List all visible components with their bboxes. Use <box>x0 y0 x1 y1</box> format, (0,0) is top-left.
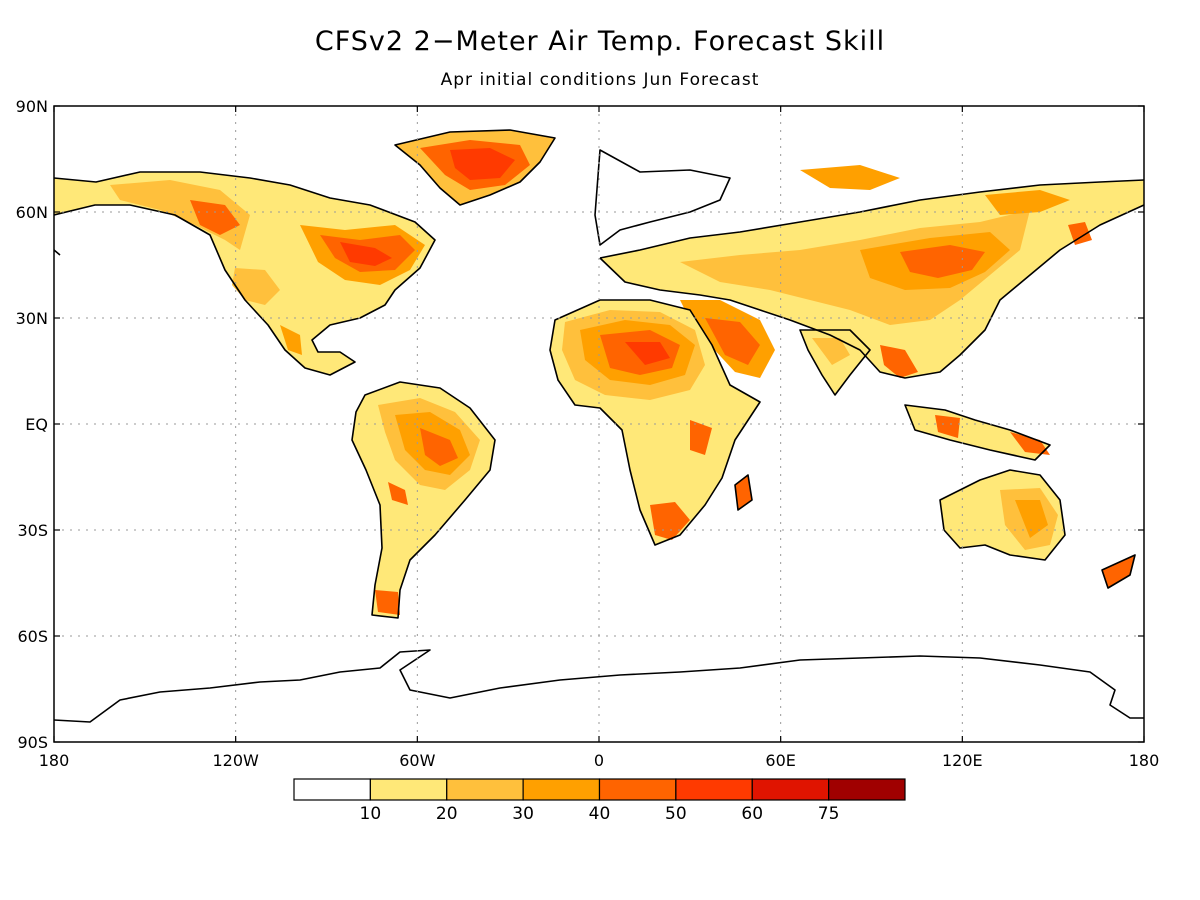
lat-label: 60N <box>16 203 48 222</box>
map-title: CFSv2 2−Meter Air Temp. Forecast Skill <box>314 26 886 57</box>
colorbar-swatch <box>598 778 677 801</box>
colorbar-label: 75 <box>818 804 840 824</box>
region-maritime-asia <box>905 405 1050 460</box>
colorbar-label: 20 <box>436 804 458 824</box>
continent-greenland <box>395 130 555 205</box>
axis-ticks <box>53 105 1145 743</box>
latitude-labels: 90N 60N 30N EQ 30S 60S 90S <box>16 97 48 752</box>
lon-label: 180 <box>39 751 70 770</box>
colorbar-label: 30 <box>512 804 534 824</box>
map-subtitle: Apr initial conditions Jun Forecast <box>440 70 760 90</box>
continent-north-america <box>54 172 435 375</box>
lon-label: 60E <box>765 751 795 770</box>
colorbar-swatch <box>828 778 906 801</box>
lon-label: 60W <box>399 751 435 770</box>
lat-label: 90S <box>17 733 48 752</box>
colorbar-label: 50 <box>665 804 687 824</box>
lat-label: 60S <box>17 627 48 646</box>
longitude-labels: 180 120W 60W 0 60E 120E 180 <box>39 751 1160 770</box>
colorbar-swatch <box>522 778 601 801</box>
colorbar-swatch <box>675 778 753 801</box>
lat-label: 30N <box>16 309 48 328</box>
colorbar-swatch <box>293 778 371 801</box>
colorbar-swatch <box>369 778 448 801</box>
colorbar-swatch <box>751 778 830 801</box>
lat-label: 30S <box>17 521 48 540</box>
lon-label: 120E <box>942 751 983 770</box>
coastlines <box>54 129 1144 723</box>
colorbar-label: 60 <box>741 804 763 824</box>
continent-australia <box>940 470 1135 588</box>
lon-label: 180 <box>1129 751 1160 770</box>
continent-africa <box>550 300 760 545</box>
graticule <box>54 106 1144 742</box>
continent-eurasia <box>595 150 1144 378</box>
colorbar-label: 10 <box>360 804 382 824</box>
lat-label: 90N <box>16 97 48 116</box>
colorbar: 10 20 30 40 50 60 75 <box>293 778 906 824</box>
map-canvas <box>54 129 1144 723</box>
colorbar-swatch <box>446 778 524 801</box>
lat-label: EQ <box>25 415 48 434</box>
lon-label: 0 <box>594 751 604 770</box>
continent-south-america <box>352 382 495 618</box>
colorbar-label: 40 <box>589 804 611 824</box>
lon-label: 120W <box>212 751 259 770</box>
region-middle-east <box>680 300 775 378</box>
